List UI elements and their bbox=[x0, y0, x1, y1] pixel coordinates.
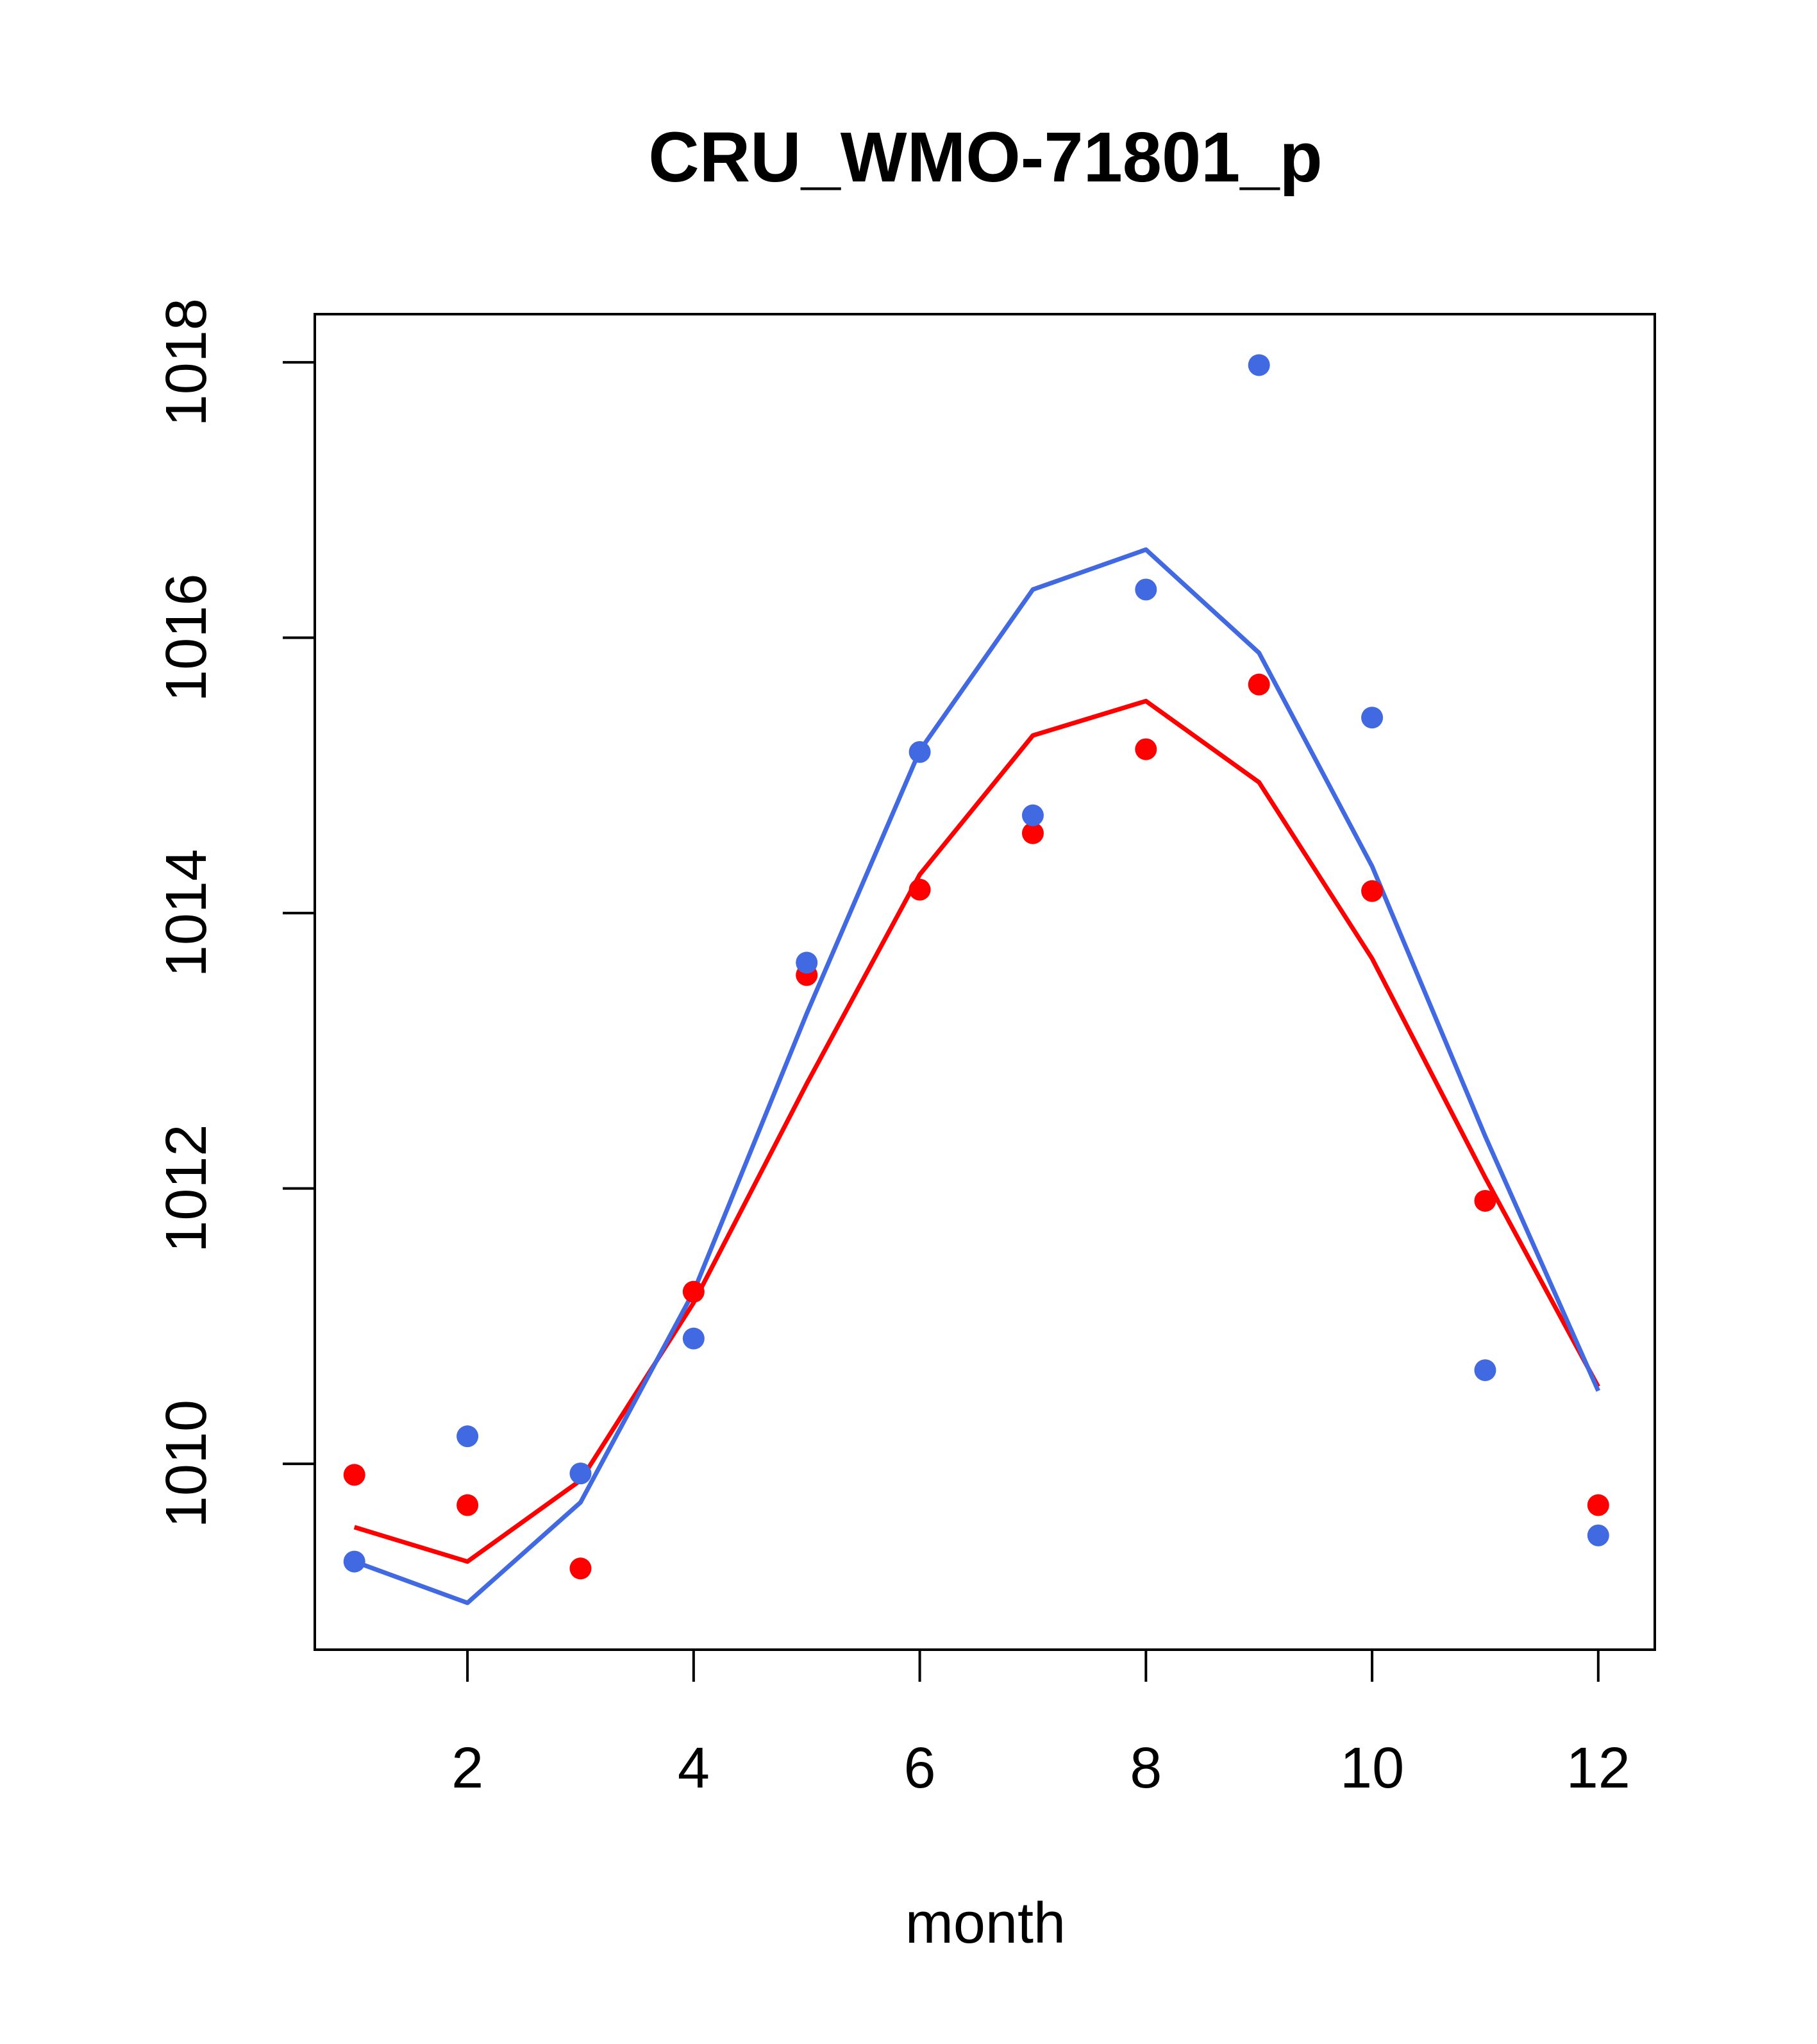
x-tick-label-6: 6 bbox=[904, 1736, 936, 1800]
point-blue-observed-10 bbox=[1361, 707, 1384, 729]
chart-title: CRU_WMO-71801_p bbox=[648, 118, 1322, 197]
point-red-observed-4 bbox=[682, 1280, 705, 1303]
point-blue-observed-9 bbox=[1248, 354, 1270, 376]
point-red-observed-6 bbox=[908, 878, 931, 901]
point-blue-observed-1 bbox=[343, 1550, 365, 1573]
series-line-blue-fitted bbox=[353, 547, 1601, 1605]
y-tick-label-1012: 1012 bbox=[155, 1125, 219, 1253]
point-blue-observed-2 bbox=[456, 1425, 479, 1448]
x-tick-label-10: 10 bbox=[1340, 1736, 1404, 1800]
point-blue-observed-5 bbox=[796, 951, 818, 974]
point-blue-observed-7 bbox=[1021, 804, 1044, 826]
series-line-red-fitted bbox=[353, 698, 1600, 1564]
point-blue-observed-3 bbox=[569, 1462, 592, 1485]
x-tick-label-8: 8 bbox=[1130, 1736, 1162, 1800]
point-red-observed-2 bbox=[456, 1494, 479, 1516]
point-red-observed-10 bbox=[1361, 880, 1384, 902]
y-tick-label-1014: 1014 bbox=[155, 849, 219, 977]
point-red-observed-7 bbox=[1021, 822, 1044, 844]
point-blue-observed-12 bbox=[1587, 1524, 1609, 1546]
y-tick-label-1010: 1010 bbox=[155, 1400, 219, 1528]
point-blue-observed-11 bbox=[1474, 1359, 1496, 1382]
point-red-observed-11 bbox=[1474, 1189, 1496, 1212]
x-tick-label-12: 12 bbox=[1566, 1736, 1630, 1800]
y-tick-label-1016: 1016 bbox=[155, 574, 219, 702]
series-layer bbox=[343, 354, 1609, 1605]
point-blue-observed-8 bbox=[1135, 578, 1157, 601]
point-red-observed-1 bbox=[343, 1464, 365, 1486]
x-tick-label-2: 2 bbox=[451, 1736, 483, 1800]
y-tick-label-1018: 1018 bbox=[155, 298, 219, 426]
point-red-observed-12 bbox=[1587, 1494, 1609, 1516]
point-red-observed-9 bbox=[1248, 673, 1270, 696]
point-red-observed-3 bbox=[569, 1557, 592, 1580]
point-blue-observed-6 bbox=[908, 741, 931, 763]
plot-frame bbox=[314, 313, 1656, 1651]
x-axis-label: month bbox=[905, 1891, 1066, 1956]
point-blue-observed-4 bbox=[682, 1327, 705, 1350]
x-tick-label-4: 4 bbox=[678, 1736, 710, 1800]
point-red-observed-8 bbox=[1135, 738, 1157, 760]
